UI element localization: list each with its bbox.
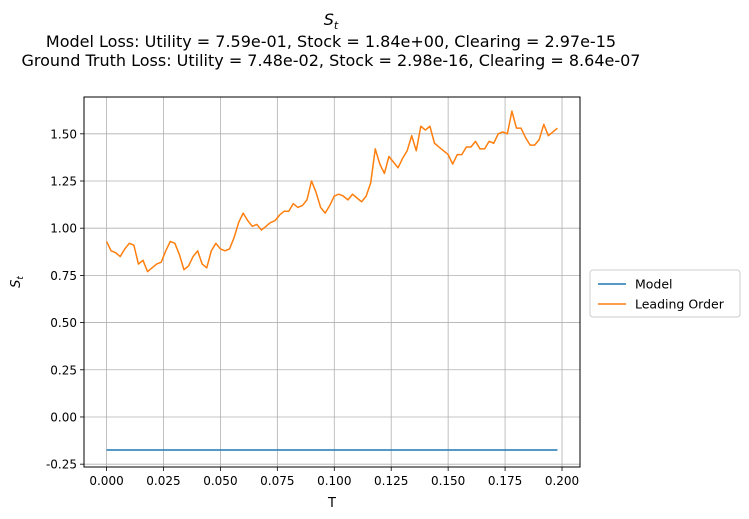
y-tick-label: 1.50 [50,127,77,141]
legend-label: Leading Order [635,297,725,312]
x-tick-label: 0.200 [545,474,579,488]
x-tick-label: 0.100 [317,474,351,488]
legend-box [589,269,741,318]
x-tick-label: 0.075 [260,474,294,488]
y-axis-label-main: S [9,280,24,288]
x-tick-label: 0.000 [89,474,123,488]
series-lines [105,110,558,451]
chart-title-main: S [324,10,334,29]
x-axis-label: T [327,496,336,511]
x-tick-label: 0.025 [146,474,180,488]
x-tick-label: 0.175 [488,474,522,488]
x-tick-label: 0.050 [203,474,237,488]
subtitle-line-ground-truth: Ground Truth Loss: Utility = 7.48e-02, S… [22,51,641,70]
y-tick-label: 0.75 [50,269,77,283]
chart-title-subscript: t [334,19,339,32]
y-tick-label: 1.00 [50,222,77,236]
subtitle-line-model: Model Loss: Utility = 7.59e-01, Stock = … [46,32,616,51]
y-axis: -0.25 0.00 0.25 0.50 0.75 1.00 1.25 1.50 [46,127,84,472]
x-tick-label: 0.125 [374,474,408,488]
x-axis: 0.000 0.025 0.050 0.075 0.100 0.125 0.150 0.175… [89,467,579,488]
y-tick-label: -0.25 [46,458,77,472]
y-axis-label: St [9,276,26,288]
legend-label: Model [635,277,673,292]
legend: Model Leading Order [589,269,741,318]
y-tick-label: 0.25 [50,363,77,377]
series-line-leading-order [105,110,558,273]
y-axis-label-subscript: t [16,276,26,280]
y-tick-label: 1.25 [50,175,77,189]
plot-frame [83,96,581,468]
grid-lines [84,97,580,467]
x-tick-label: 0.150 [431,474,465,488]
chart-title: St [324,10,339,32]
y-tick-label: 0.00 [50,410,77,424]
y-tick-label: 0.50 [50,316,77,330]
